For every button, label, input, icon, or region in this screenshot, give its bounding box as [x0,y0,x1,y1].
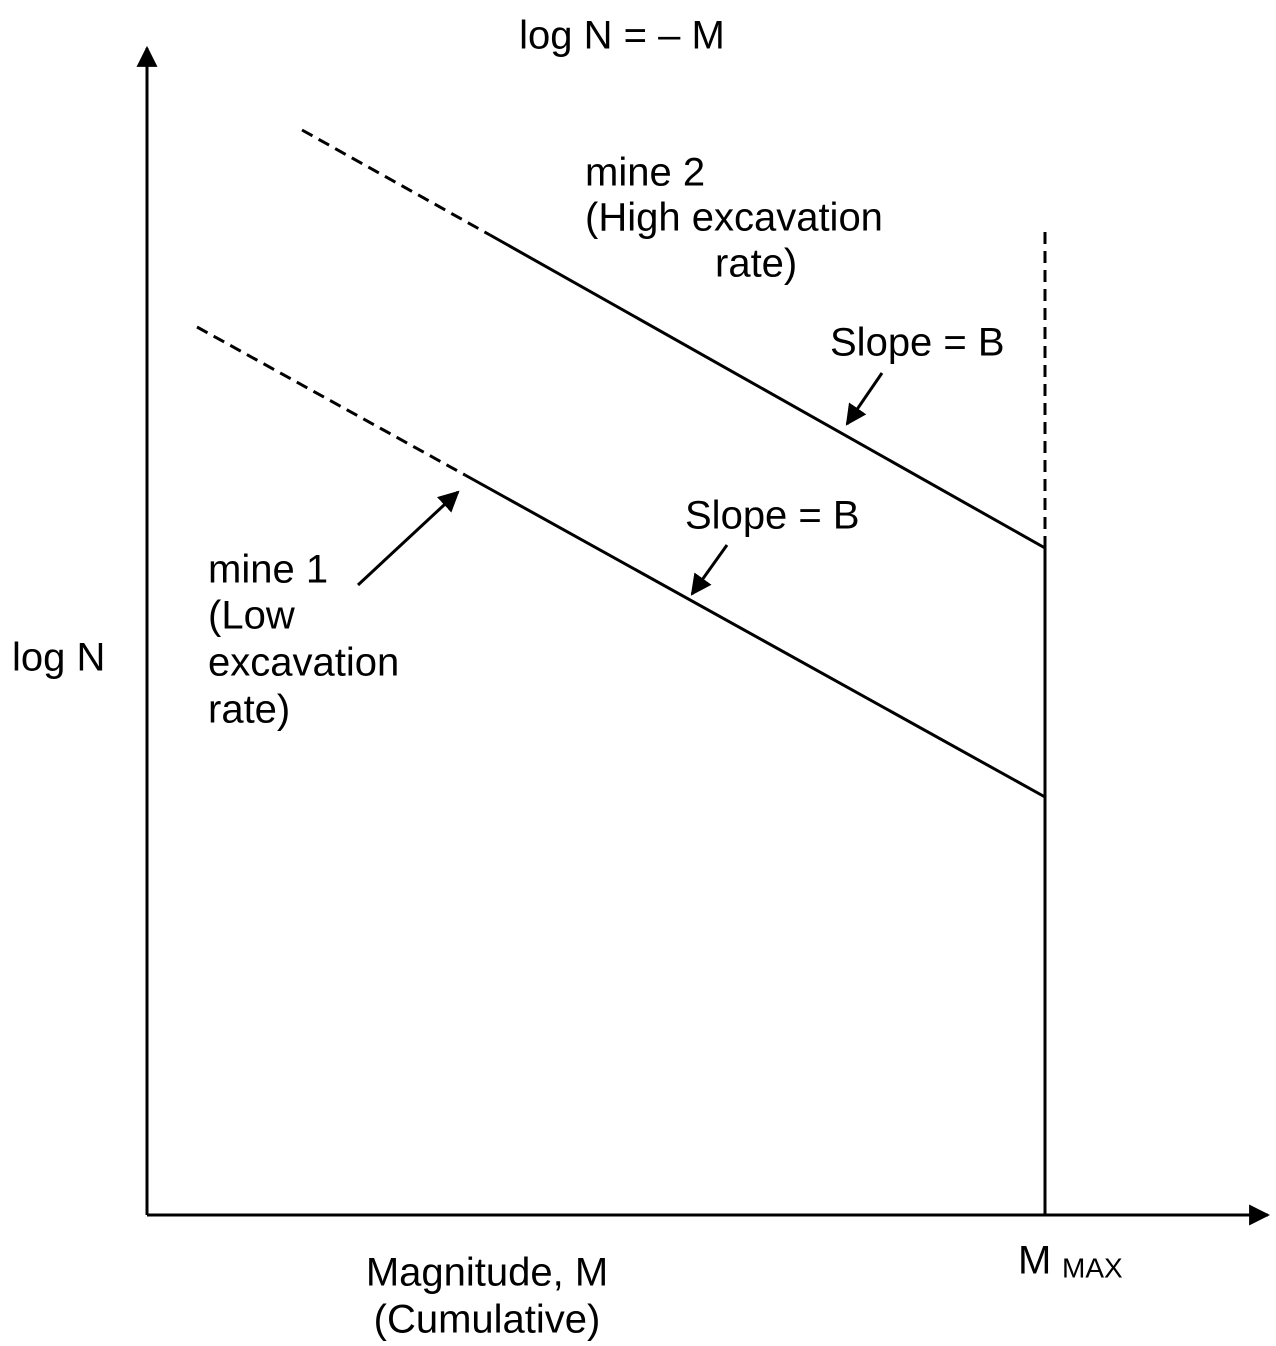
mine1-line-dashed [196,325,466,477]
slope-arrow [845,372,884,426]
slope-arrow [690,544,729,596]
slope-label: Slope = B [685,494,860,538]
mine2-label: mine 2 [585,151,705,195]
title: log N = – M [519,14,725,58]
mine2-line [489,233,1046,550]
x-axis-label: Magnitude, M [366,1251,608,1295]
mmax-label: M [1018,1239,1051,1283]
mine2-line-dashed [301,128,491,237]
mine1-line [464,473,1046,799]
mine2-label: rate) [715,242,797,286]
mine2-label: (High excavation [585,196,883,240]
mine1-label: rate) [208,688,290,732]
y-axis-label: log N [12,636,105,680]
mine1-arrow [356,490,460,587]
x-axis-label: (Cumulative) [374,1298,601,1342]
mine1-label: excavation [208,641,399,685]
mine1-label: mine 1 [208,548,328,592]
slope-label: Slope = B [830,321,1005,365]
mine1-label: (Low [208,594,295,638]
mmax-subscript: MAX [1062,1252,1123,1283]
